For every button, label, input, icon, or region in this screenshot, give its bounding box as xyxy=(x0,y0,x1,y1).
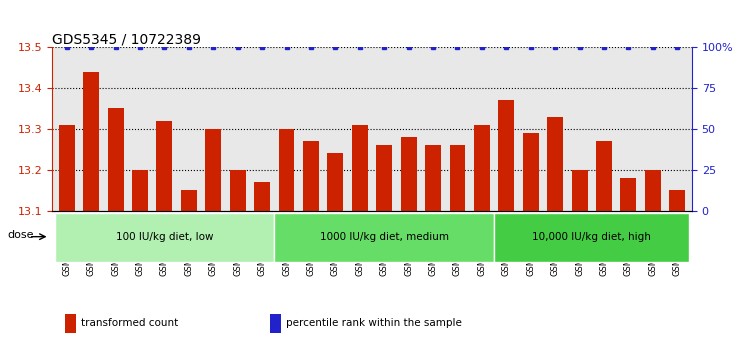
Bar xyxy=(620,178,636,211)
Bar xyxy=(230,170,246,211)
Bar xyxy=(645,170,661,211)
Bar xyxy=(670,190,685,211)
Bar xyxy=(401,137,417,211)
Text: GDS5345 / 10722389: GDS5345 / 10722389 xyxy=(52,32,201,46)
Bar xyxy=(132,170,148,211)
Text: 100 IU/kg diet, low: 100 IU/kg diet, low xyxy=(115,232,214,242)
Bar xyxy=(65,314,77,333)
Bar xyxy=(156,121,173,211)
Bar xyxy=(205,129,221,211)
Bar xyxy=(108,109,124,211)
Text: transformed count: transformed count xyxy=(81,318,178,328)
Bar xyxy=(303,141,319,211)
Bar xyxy=(59,125,74,211)
Bar xyxy=(275,213,494,262)
Bar xyxy=(498,100,514,211)
Text: 10,000 IU/kg diet, high: 10,000 IU/kg diet, high xyxy=(533,232,651,242)
Bar xyxy=(523,133,539,211)
Bar xyxy=(269,314,281,333)
Bar xyxy=(474,125,490,211)
Bar xyxy=(449,145,466,211)
Bar xyxy=(83,72,99,211)
Bar xyxy=(571,170,588,211)
Text: dose: dose xyxy=(7,230,34,240)
Bar xyxy=(425,145,441,211)
Bar xyxy=(376,145,392,211)
Bar xyxy=(327,153,343,211)
Bar xyxy=(278,129,295,211)
Text: percentile rank within the sample: percentile rank within the sample xyxy=(286,318,461,328)
Bar xyxy=(254,182,270,211)
Bar xyxy=(181,190,196,211)
Bar xyxy=(494,213,690,262)
Bar xyxy=(596,141,612,211)
Text: 1000 IU/kg diet, medium: 1000 IU/kg diet, medium xyxy=(320,232,449,242)
Bar xyxy=(352,125,368,211)
Bar xyxy=(548,117,563,211)
Bar xyxy=(54,213,275,262)
